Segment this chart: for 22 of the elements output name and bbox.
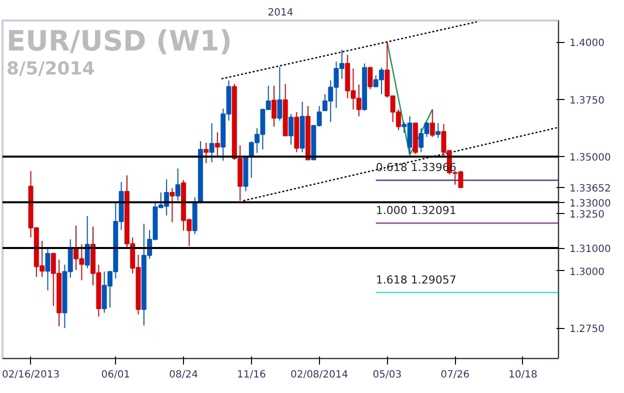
x-tick-label: 06/01: [101, 370, 130, 380]
series-label: 1.000 1.32091: [376, 204, 456, 218]
y-tick-label: 1.3750: [570, 95, 604, 106]
x-tick-label: 02/08/2014: [290, 370, 348, 380]
x-tick-label: 11/16: [237, 370, 266, 380]
ref-line-label: 1.33000: [570, 198, 611, 210]
y-tick-label: 1.4000: [570, 38, 604, 50]
x-tick-label: 10/18: [508, 370, 538, 380]
series-label: 1.618 1.29057: [376, 273, 456, 286]
ref-line-label: 1.31000: [570, 244, 611, 256]
text: 2014: [268, 8, 294, 18]
x-tick-label: 02/16/2013: [2, 370, 60, 380]
ref-line-label: 1.35000: [570, 152, 611, 164]
text: 8/5/2014: [6, 58, 95, 80]
y-tick-label: 1.3000: [570, 266, 604, 278]
y-tick-label: 1.33652: [570, 183, 611, 194]
y-tick-label: 1.3250: [570, 210, 604, 221]
x-tick-label: 07/26: [440, 370, 470, 380]
x-tick-label: 05/03: [372, 370, 402, 380]
chart-title: EUR/USD (W1): [6, 24, 232, 58]
y-tick-label: 1.2750: [570, 324, 604, 336]
x-tick-label: 08/24: [169, 370, 198, 380]
